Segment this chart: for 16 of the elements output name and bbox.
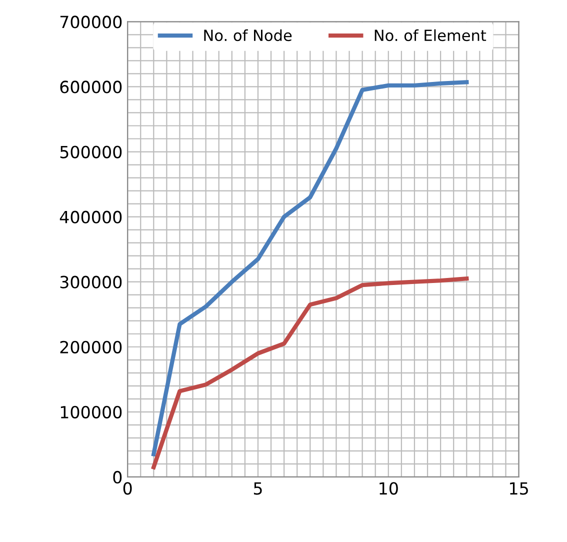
legend-label: No. of Node <box>204 29 292 42</box>
x-tick-label: 10 <box>380 482 398 495</box>
y-tick-label: 300000 <box>60 276 122 288</box>
y-tick-label: 0 <box>113 470 122 484</box>
line-series <box>152 276 469 470</box>
x-tick-label: 0 <box>123 482 132 495</box>
y-tick-label: 700000 <box>60 16 122 28</box>
line-series <box>152 80 469 456</box>
y-tick-label: 600000 <box>60 80 122 94</box>
y-tick-label: 500000 <box>60 146 122 158</box>
x-tick-label: 5 <box>254 482 262 495</box>
y-tick-label: 400000 <box>60 210 122 224</box>
y-tick-label: 100000 <box>60 406 122 418</box>
x-tick-label: 15 <box>510 482 528 495</box>
y-tick-label: 200000 <box>60 340 122 354</box>
legend-label: No. of Element <box>374 29 486 42</box>
